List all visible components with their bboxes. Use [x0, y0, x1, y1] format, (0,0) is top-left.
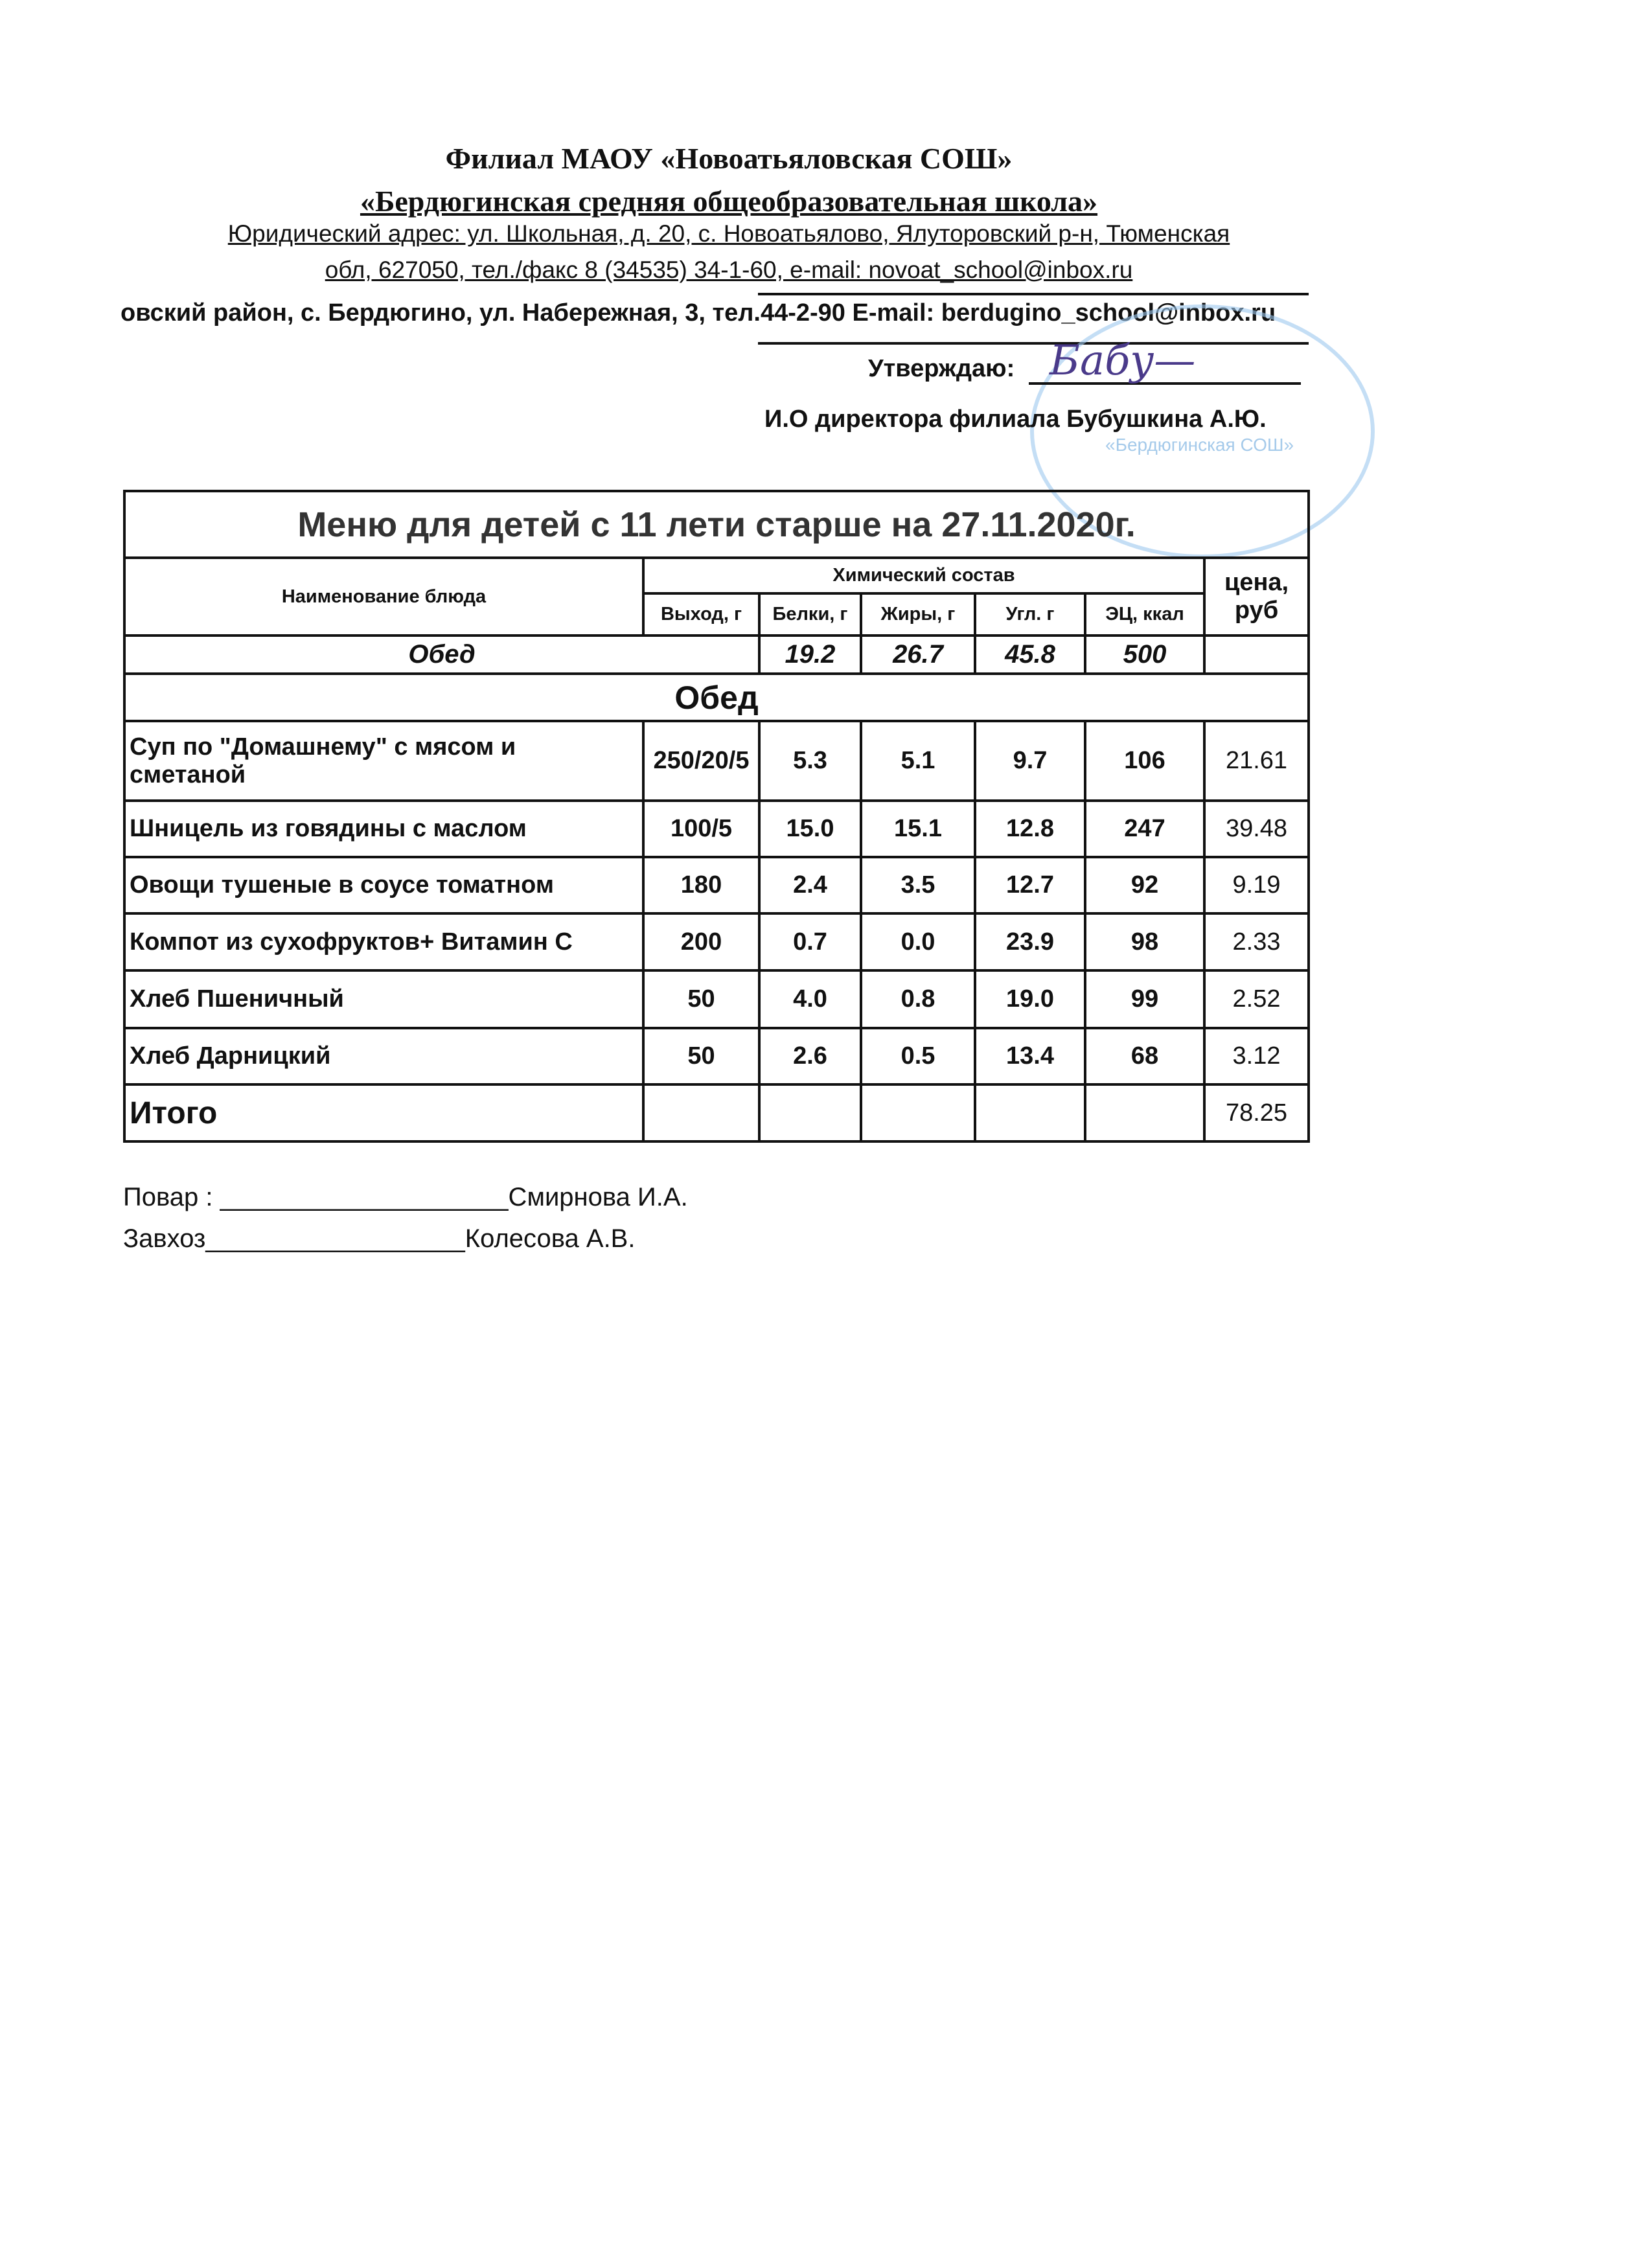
summary-fat: 26.7: [860, 634, 976, 675]
summary-kcal: 500: [1084, 634, 1206, 675]
cell-protein: 0.7: [758, 912, 862, 972]
cell-protein: 4.0: [758, 969, 862, 1029]
total-cell: [1084, 1083, 1206, 1143]
legal-address-line1: Юридический адрес: ул. Школьная, д. 20, …: [227, 220, 1230, 247]
manager-signature: Завхоз__________________Колесова А.В.: [123, 1224, 636, 1253]
subcol-kcal: ЭЦ, ккал: [1084, 592, 1206, 637]
summary-row: Обед 19.2 26.7 45.8 500: [123, 634, 1311, 675]
total-cell: [860, 1083, 976, 1143]
total-cell: [974, 1083, 1086, 1143]
subcol-carbs: Угл. г: [974, 592, 1086, 637]
summary-label: Обед: [123, 634, 761, 675]
cell-protein: 15.0: [758, 799, 862, 858]
cell-kcal: 92: [1084, 856, 1206, 915]
cell-yield: 50: [642, 1027, 761, 1086]
cell-price: 9.19: [1202, 856, 1311, 915]
subcol-protein: Белки, г: [758, 592, 862, 637]
total-row: Итого 78.25: [123, 1083, 1311, 1143]
cell-fat: 0.8: [860, 969, 976, 1029]
cell-fat: 5.1: [860, 720, 976, 802]
stamp-text: «Бердюгинская СОШ»: [1105, 435, 1294, 455]
total-price: 78.25: [1202, 1083, 1311, 1143]
dish-name: Шницель из говядины с маслом: [123, 799, 645, 858]
signature-line: [1029, 382, 1301, 385]
summary-carbs: 45.8: [974, 634, 1086, 675]
cell-kcal: 106: [1084, 720, 1206, 802]
branch-address: овский район, с. Бердюгино, ул. Набережн…: [120, 299, 1276, 326]
divider: [758, 342, 1309, 345]
approve-label: Утверждаю:: [868, 355, 1015, 382]
cell-kcal: 99: [1084, 969, 1206, 1029]
total-cell: [758, 1083, 862, 1143]
col-header-chem: Химический состав: [642, 556, 1206, 595]
cell-price: 21.61: [1202, 720, 1311, 802]
cook-signature: Повар : ____________________Смирнова И.А…: [123, 1183, 688, 1211]
dish-name: Компот из сухофруктов+ Витамин С: [123, 912, 645, 972]
cell-yield: 200: [642, 912, 761, 972]
table-row: Хлеб Дарницкий 50 2.6 0.5 13.4 68 3.12: [123, 1027, 1311, 1086]
summary-protein: 19.2: [758, 634, 862, 675]
cell-yield: 180: [642, 856, 761, 915]
cell-carbs: 19.0: [974, 969, 1086, 1029]
divider: [758, 293, 1309, 295]
cell-protein: 5.3: [758, 720, 862, 802]
cell-price: 2.33: [1202, 912, 1311, 972]
cell-fat: 0.0: [860, 912, 976, 972]
table-row: Суп по "Домашнему" с мясом и сметаной 250…: [123, 720, 1311, 802]
cell-yield: 250/20/5: [642, 720, 761, 802]
subcol-yield: Выход, г: [642, 592, 761, 637]
cell-price: 39.48: [1202, 799, 1311, 858]
director-name: И.О директора филиала Бубушкина А.Ю.: [764, 406, 1267, 433]
dish-name: Хлеб Дарницкий: [123, 1027, 645, 1086]
section-header: Обед: [122, 672, 1311, 722]
summary-price: [1202, 634, 1311, 675]
col-header-name: Наименование блюда: [123, 556, 645, 637]
cell-fat: 0.5: [860, 1027, 976, 1086]
dish-name: Овощи тушеные в соусе томатном: [123, 856, 645, 915]
cell-yield: 50: [642, 969, 761, 1029]
cell-kcal: 247: [1084, 799, 1206, 858]
cell-kcal: 98: [1084, 912, 1206, 972]
signature: Бабу—: [1050, 337, 1196, 385]
cell-carbs: 12.8: [974, 799, 1086, 858]
cell-protein: 2.4: [758, 856, 862, 915]
menu-title: Меню для детей с 11 лети старше на 27.11…: [122, 490, 1311, 559]
cell-protein: 2.6: [758, 1027, 862, 1086]
cell-carbs: 13.4: [974, 1027, 1086, 1086]
cell-fat: 15.1: [860, 799, 976, 858]
total-cell: [642, 1083, 761, 1143]
menu-table: Меню для детей с 11 лети старше на 27.11…: [122, 490, 1311, 1143]
cell-price: 3.12: [1202, 1027, 1311, 1086]
legal-address-line2: обл, 627050, тел./факс 8 (34535) 34-1-60…: [325, 257, 1133, 283]
table-row: Овощи тушеные в соусе томатном 180 2.4 3.5 1…: [123, 856, 1311, 915]
table-row: Шницель из говядины с маслом 100/5 15.0 15.…: [123, 799, 1311, 858]
cell-carbs: 23.9: [974, 912, 1086, 972]
subcol-fat: Жиры, г: [860, 592, 976, 637]
cell-kcal: 68: [1084, 1027, 1206, 1086]
cell-carbs: 12.7: [974, 856, 1086, 915]
cell-carbs: 9.7: [974, 720, 1086, 802]
org-title: Филиал МАОУ «Новоатьяловская СОШ»: [445, 142, 1013, 175]
table-row: Хлеб Пшеничный 50 4.0 0.8 19.0 99 2.52: [123, 969, 1311, 1029]
org-subtitle: «Бердюгинская средняя общеобразовательна…: [360, 185, 1098, 218]
cell-yield: 100/5: [642, 799, 761, 858]
dish-name: Суп по "Домашнему" с мясом и сметаной: [123, 720, 645, 802]
dish-name: Хлеб Пшеничный: [123, 969, 645, 1029]
table-row: Компот из сухофруктов+ Витамин С 200 0.7 0.…: [123, 912, 1311, 972]
cell-price: 2.52: [1202, 969, 1311, 1029]
cell-fat: 3.5: [860, 856, 976, 915]
col-header-price: цена, руб: [1202, 556, 1311, 637]
total-label: Итого: [123, 1083, 645, 1143]
